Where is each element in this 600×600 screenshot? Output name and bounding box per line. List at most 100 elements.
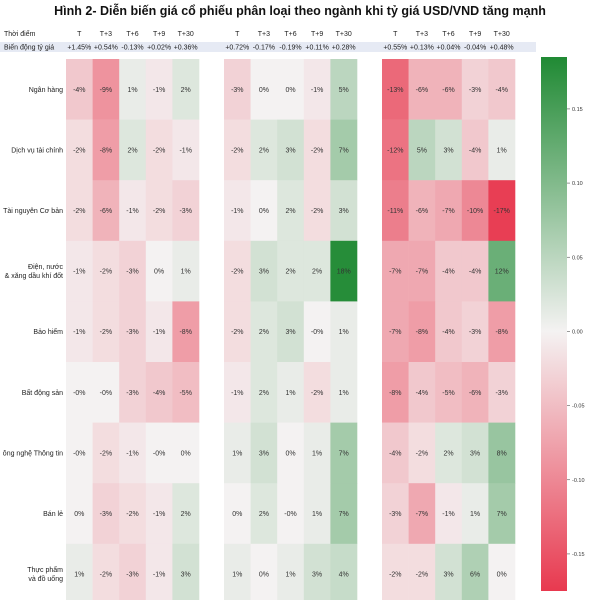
- cell-value-label: -3%: [389, 511, 401, 518]
- cell-value-label: 0%: [232, 511, 242, 518]
- colorbar-tick-label: 0.10: [572, 181, 583, 187]
- period-label: T+6: [442, 31, 454, 38]
- heatmap-cell: [330, 180, 358, 242]
- cell-value-label: -2%: [73, 147, 85, 154]
- cell-value-label: -1%: [231, 390, 243, 397]
- period-label: T+30: [494, 31, 510, 38]
- heatmap-cell: [145, 543, 173, 600]
- heatmap-cell: [303, 301, 331, 363]
- cell-value-label: -7%: [389, 269, 401, 276]
- heatmap-cell: [172, 483, 200, 545]
- heatmap-cell: [382, 180, 409, 242]
- cell-value-label: -3%: [126, 572, 138, 579]
- heatmap-cell: [145, 483, 173, 545]
- heatmap-cell: [330, 483, 358, 545]
- cell-value-label: 1%: [232, 450, 242, 457]
- heatmap-cell: [250, 543, 278, 600]
- cell-value-label: 3%: [259, 450, 269, 457]
- heatmap-cell: [277, 301, 305, 363]
- cell-value-label: -2%: [100, 572, 112, 579]
- heatmap-cell: [66, 180, 93, 242]
- cell-value-label: -13%: [387, 87, 403, 94]
- heatmap-cell: [488, 362, 516, 423]
- cell-value-label: 0%: [181, 450, 191, 457]
- heatmap-cell: [330, 362, 358, 423]
- cell-value-label: -6%: [416, 208, 428, 215]
- cell-value-label: 3%: [443, 147, 453, 154]
- cell-value-label: -1%: [73, 329, 85, 336]
- cell-value-label: -1%: [126, 208, 138, 215]
- cell-value-label: -2%: [416, 572, 428, 579]
- heatmap-cell: [277, 362, 305, 423]
- heatmap-cell: [488, 119, 516, 181]
- cell-value-label: -3%: [126, 329, 138, 336]
- colorbar-tick-label: -0.05: [572, 404, 585, 410]
- cell-value-label: 5%: [417, 147, 427, 154]
- heatmap-cell: [145, 119, 173, 181]
- cell-value-label: 1%: [285, 390, 295, 397]
- cell-value-label: -6%: [469, 390, 481, 397]
- cell-value-label: 0%: [154, 269, 164, 276]
- heatmap-cell: [250, 362, 278, 423]
- heatmap-cell: [250, 422, 278, 484]
- heatmap-cell: [382, 301, 409, 363]
- cell-value-label: -7%: [389, 329, 401, 336]
- cell-value-label: 2%: [443, 450, 453, 457]
- cell-value-label: 2%: [127, 147, 137, 154]
- cell-value-label: -2%: [100, 329, 112, 336]
- heatmap-cell: [224, 180, 251, 242]
- cell-value-label: -0%: [311, 329, 323, 336]
- heatmap-cell: [408, 240, 436, 302]
- cell-value-label: -4%: [442, 329, 454, 336]
- cell-value-label: -4%: [389, 450, 401, 457]
- cell-value-label: -2%: [389, 572, 401, 579]
- cell-value-label: -1%: [73, 269, 85, 276]
- heatmap-cell: [145, 59, 173, 120]
- heatmap-cell: [119, 362, 147, 423]
- cell-value-label: 6%: [470, 572, 480, 579]
- cell-value-label: -1%: [311, 87, 323, 94]
- cell-value-label: 3%: [259, 269, 269, 276]
- cell-value-label: -3%: [126, 269, 138, 276]
- heatmap-cell: [66, 483, 93, 545]
- cell-value-label: 3%: [285, 147, 295, 154]
- heatmap-cell: [303, 422, 331, 484]
- cell-value-label: -2%: [153, 208, 165, 215]
- cell-value-label: -6%: [442, 87, 454, 94]
- heatmap-cell: [172, 240, 200, 302]
- cell-value-label: 2%: [259, 511, 269, 518]
- heatmap-cell: [488, 180, 516, 242]
- heatmap-cell: [461, 119, 489, 181]
- heatmap-cell: [277, 543, 305, 600]
- sector-label-subline: và đồ uống: [28, 574, 63, 583]
- heatmap-cell: [435, 59, 463, 120]
- cell-value-label: -12%: [387, 147, 403, 154]
- heatmap-cell: [277, 59, 305, 120]
- cell-value-label: 1%: [127, 87, 137, 94]
- heatmap-cell: [277, 119, 305, 181]
- fx-change-value: -0.19%: [279, 45, 301, 52]
- heatmap-cell: [488, 59, 516, 120]
- cell-value-label: -4%: [442, 269, 454, 276]
- cell-value-label: -4%: [73, 87, 85, 94]
- heatmap-cell: [382, 422, 409, 484]
- fx-change-value: +0.11%: [305, 45, 328, 52]
- heatmap-cell: [435, 362, 463, 423]
- heatmap-cell: [435, 119, 463, 181]
- period-label: T+9: [469, 31, 481, 38]
- cell-value-label: 2%: [285, 208, 295, 215]
- cell-value-label: 2%: [259, 329, 269, 336]
- fx-change-value: -0.04%: [464, 45, 486, 52]
- fx-change-value: +0.04%: [437, 45, 461, 52]
- cell-value-label: -7%: [442, 208, 454, 215]
- cell-value-label: -2%: [231, 329, 243, 336]
- cell-value-label: -2%: [311, 147, 323, 154]
- cell-value-label: -0%: [73, 450, 85, 457]
- heatmap-cell: [382, 362, 409, 423]
- cell-value-label: 2%: [259, 390, 269, 397]
- fx-change-value: +0.55%: [383, 45, 407, 52]
- heatmap-cell: [382, 483, 409, 545]
- period-label: T+6: [284, 31, 296, 38]
- sector-label: ông nghệ Thông tin: [3, 450, 63, 457]
- heatmap-cell: [172, 543, 200, 600]
